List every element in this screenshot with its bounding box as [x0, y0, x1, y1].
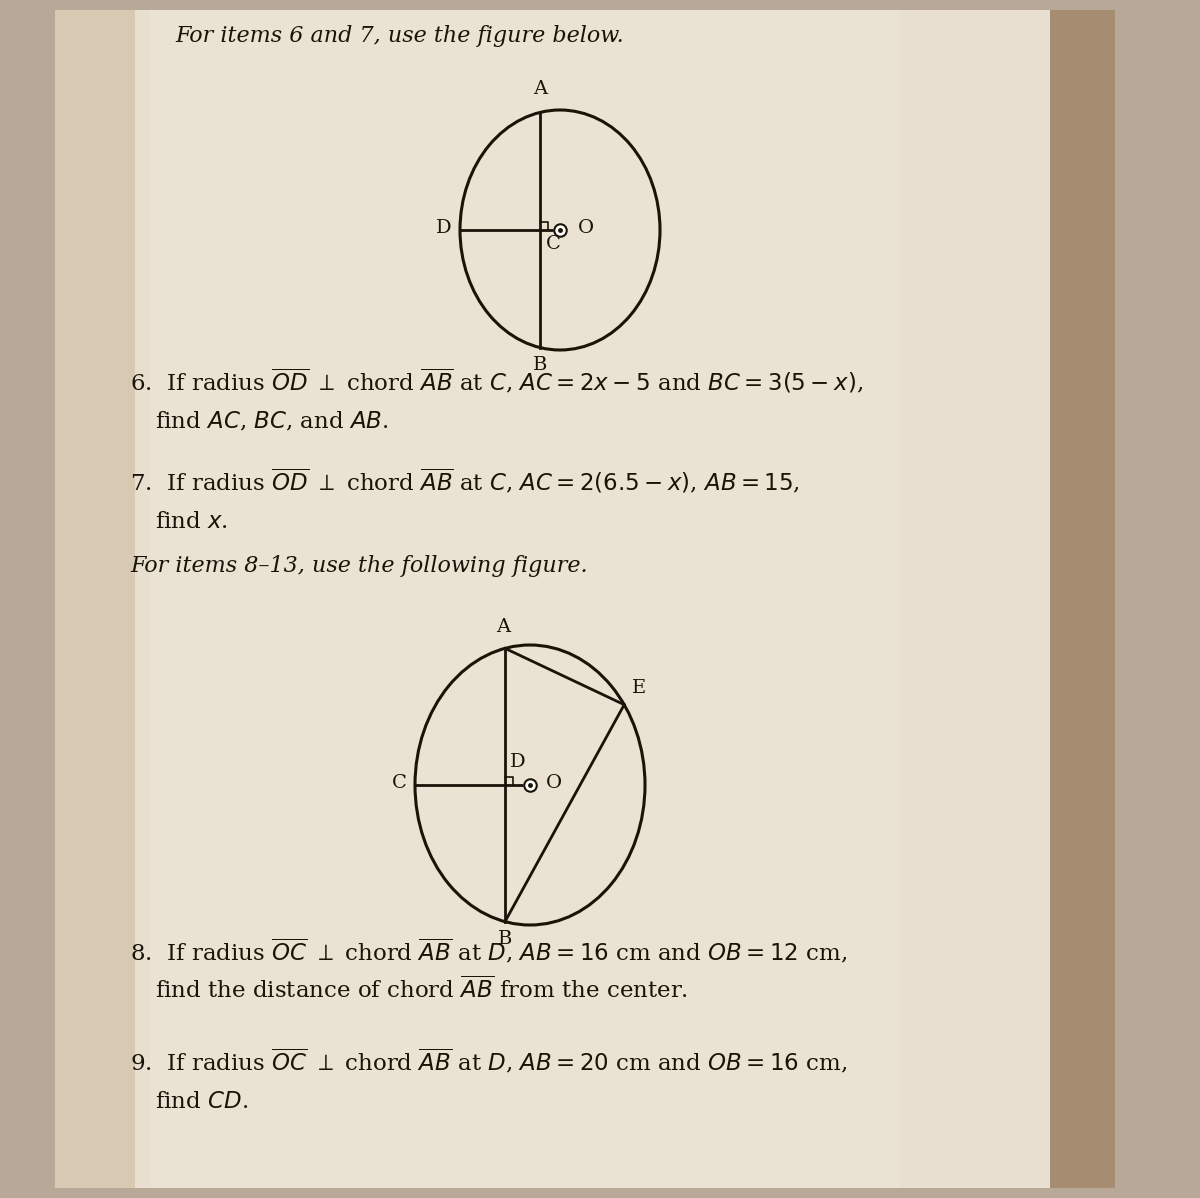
- Text: A: A: [496, 618, 510, 636]
- Text: find $AC$, $BC$, and $AB$.: find $AC$, $BC$, and $AB$.: [155, 410, 389, 432]
- FancyBboxPatch shape: [55, 10, 134, 1188]
- Text: For items 6 and 7, use the figure below.: For items 6 and 7, use the figure below.: [175, 25, 624, 47]
- Text: D: D: [510, 754, 526, 772]
- Text: C: C: [392, 774, 407, 792]
- Text: A: A: [533, 80, 547, 98]
- Text: 9.  If radius $\overline{OC}$ $\perp$ chord $\overline{AB}$ at $D$, $AB = 20$ cm: 9. If radius $\overline{OC}$ $\perp$ cho…: [130, 1046, 847, 1075]
- Text: B: B: [498, 930, 512, 948]
- Text: E: E: [632, 679, 647, 697]
- Text: O: O: [578, 219, 594, 237]
- Text: D: D: [437, 219, 452, 237]
- Text: 7.  If radius $\overline{OD}$ $\perp$ chord $\overline{AB}$ at $C$, $AC = 2(6.5-: 7. If radius $\overline{OD}$ $\perp$ cho…: [130, 466, 800, 495]
- Text: 6.  If radius $\overline{OD}$ $\perp$ chord $\overline{AB}$ at $C$, $AC = 2x-5$ : 6. If radius $\overline{OD}$ $\perp$ cho…: [130, 367, 863, 395]
- FancyBboxPatch shape: [1050, 10, 1115, 1188]
- Text: find $CD$.: find $CD$.: [155, 1091, 248, 1113]
- Text: C: C: [546, 235, 560, 253]
- FancyBboxPatch shape: [150, 10, 900, 1188]
- Text: O: O: [546, 774, 562, 792]
- Text: For items 8–13, use the following figure.: For items 8–13, use the following figure…: [130, 555, 588, 577]
- Text: find the distance of chord $\overline{AB}$ from the center.: find the distance of chord $\overline{AB…: [155, 976, 688, 1003]
- Text: 8.  If radius $\overline{OC}$ $\perp$ chord $\overline{AB}$ at $D$, $AB = 16$ cm: 8. If radius $\overline{OC}$ $\perp$ cho…: [130, 936, 847, 966]
- Text: B: B: [533, 356, 547, 374]
- FancyBboxPatch shape: [55, 10, 1115, 1188]
- Text: find $x$.: find $x$.: [155, 512, 228, 533]
